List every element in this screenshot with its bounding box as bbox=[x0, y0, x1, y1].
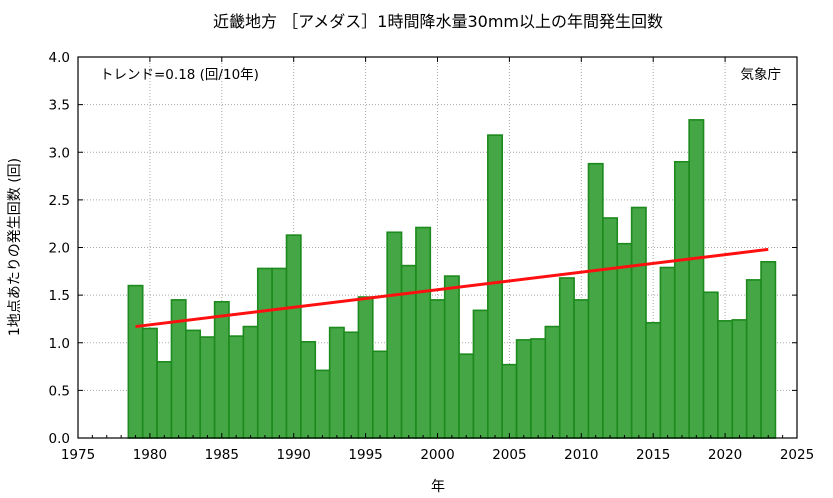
x-tick-label: 2025 bbox=[780, 447, 814, 463]
bar-1983 bbox=[185, 329, 202, 439]
bar-2003 bbox=[472, 309, 489, 439]
bar-2001 bbox=[443, 275, 460, 439]
x-tick-label: 2020 bbox=[708, 447, 742, 463]
x-tick-label: 2000 bbox=[420, 447, 454, 463]
bar-2013 bbox=[616, 242, 633, 439]
x-tick-label: 1980 bbox=[133, 447, 167, 463]
source-label: 気象庁 bbox=[741, 67, 782, 83]
y-tick-label: 3.5 bbox=[49, 98, 70, 114]
bar-1985 bbox=[213, 300, 230, 439]
y-axis-label: 1地点あたりの発生回数 (回) bbox=[7, 158, 23, 336]
x-tick-label: 2005 bbox=[492, 447, 526, 463]
bar-1996 bbox=[371, 350, 388, 439]
x-tick-label: 1985 bbox=[205, 447, 239, 463]
bar-2009 bbox=[558, 277, 575, 439]
bar-1990 bbox=[285, 234, 302, 439]
bar-1981 bbox=[156, 360, 173, 439]
trend-line bbox=[135, 247, 769, 329]
bar-2020 bbox=[717, 320, 734, 439]
bar-1999 bbox=[415, 226, 432, 439]
axis-ticks: 1975 1980 1985 1990 1995 2000 2005 2010 2015 2020… bbox=[49, 50, 815, 463]
bar-2011 bbox=[587, 162, 604, 439]
bar-1989 bbox=[271, 267, 288, 439]
bar-1979 bbox=[127, 284, 144, 439]
bar-1997 bbox=[386, 231, 403, 439]
x-tick-label: 2015 bbox=[636, 447, 670, 463]
y-tick-label: 4.0 bbox=[49, 50, 70, 66]
bar-2010 bbox=[573, 299, 590, 439]
grid bbox=[78, 57, 797, 438]
x-axis-label: 年 bbox=[431, 479, 445, 495]
bar-2012 bbox=[602, 217, 619, 439]
trend-annotation: トレンド=0.18 (回/10年) bbox=[100, 67, 259, 83]
bar-2019 bbox=[702, 291, 719, 439]
bar-1994 bbox=[343, 331, 360, 439]
bar-2021 bbox=[731, 319, 748, 439]
bar-1993 bbox=[328, 326, 345, 439]
x-tick-label: 1995 bbox=[348, 447, 382, 463]
y-tick-label: 2.0 bbox=[49, 241, 70, 257]
bar-1991 bbox=[300, 340, 317, 439]
bar-2006 bbox=[515, 339, 532, 439]
bar-2016 bbox=[659, 266, 676, 439]
bar-1988 bbox=[256, 267, 273, 439]
bar-1980 bbox=[141, 327, 158, 439]
trend-line-group bbox=[135, 247, 769, 329]
bar-2002 bbox=[458, 353, 475, 439]
chart-title: 近畿地方 ［アメダス］1時間降水量30mm以上の年間発生回数 bbox=[213, 12, 663, 31]
y-tick-label: 1.0 bbox=[49, 336, 70, 352]
bar-2008 bbox=[544, 325, 561, 439]
y-tick-label: 0.0 bbox=[49, 431, 70, 447]
bar-2000 bbox=[429, 299, 446, 439]
bar-2022 bbox=[745, 279, 762, 439]
bar-1992 bbox=[314, 369, 331, 439]
x-tick-label: 1990 bbox=[277, 447, 311, 463]
bar-2005 bbox=[501, 363, 518, 439]
bar-2007 bbox=[530, 338, 547, 439]
bar-1995 bbox=[357, 296, 374, 439]
y-tick-label: 2.5 bbox=[49, 193, 70, 209]
bar-1984 bbox=[199, 336, 216, 439]
y-tick-label: 0.5 bbox=[49, 383, 70, 399]
bar-1986 bbox=[228, 335, 245, 439]
bar-2018 bbox=[688, 119, 705, 439]
bar-2014 bbox=[630, 206, 647, 439]
bar-1987 bbox=[242, 325, 259, 439]
bar-2004 bbox=[487, 134, 504, 439]
y-tick-label: 3.0 bbox=[49, 145, 70, 161]
bar-2015 bbox=[645, 321, 662, 439]
x-tick-label: 2010 bbox=[564, 447, 598, 463]
x-tick-label: 1975 bbox=[61, 447, 95, 463]
y-tick-label: 1.5 bbox=[49, 288, 70, 304]
bar-2017 bbox=[673, 160, 690, 439]
bars bbox=[127, 119, 777, 439]
bar-2023 bbox=[760, 260, 777, 439]
